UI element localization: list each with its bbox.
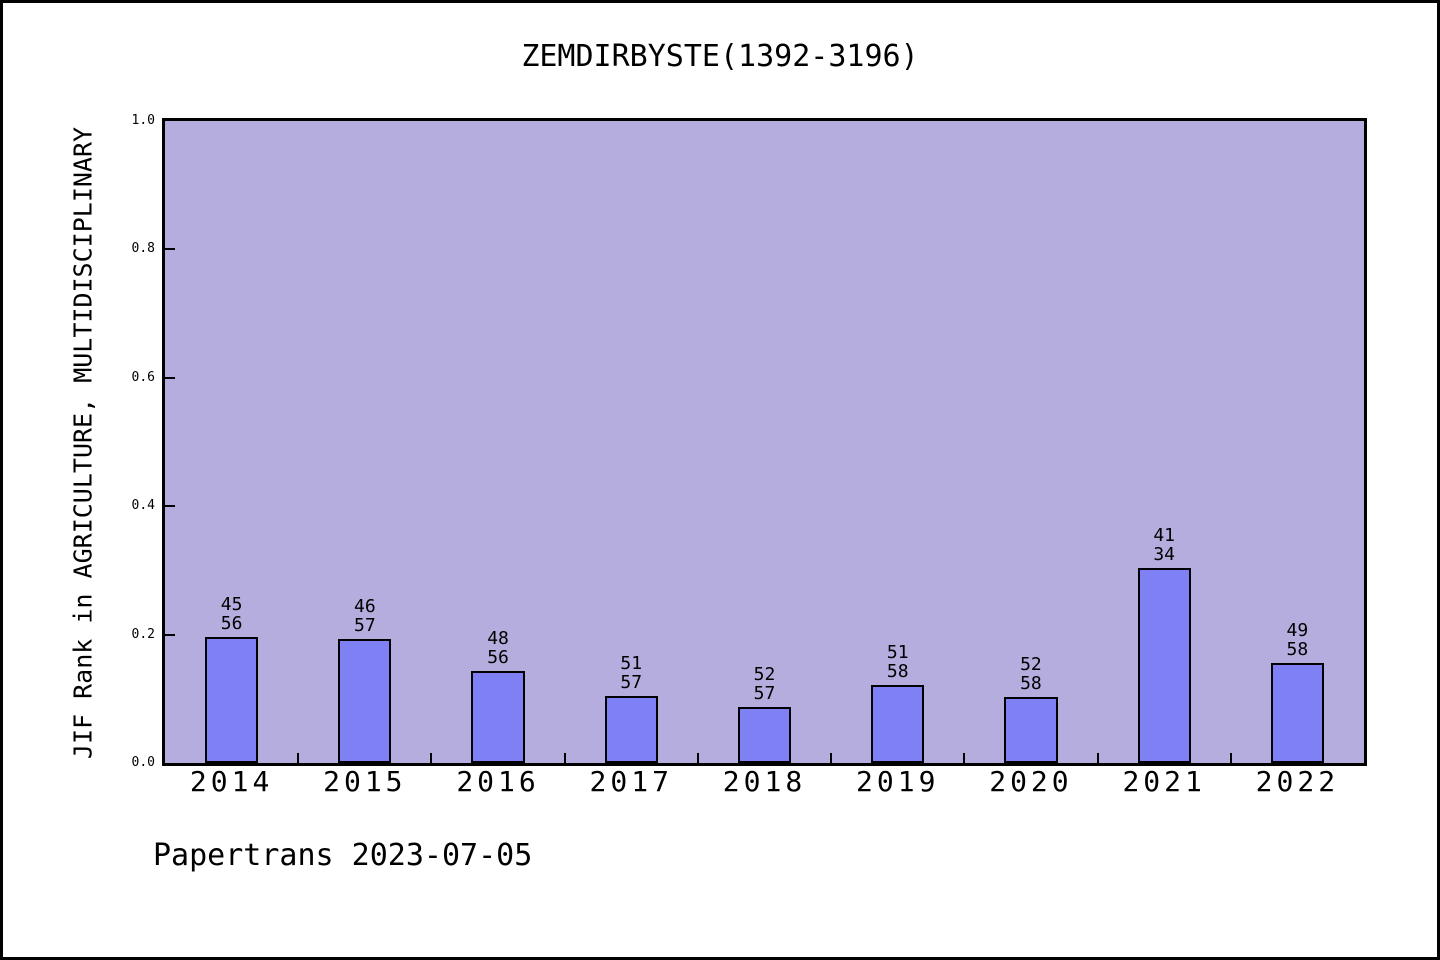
bar-value-line: 51 (886, 642, 909, 663)
y-tick-label-0.2: 0.2 (131, 626, 155, 642)
chart-title: ZEMDIRBYSTE(1392-3196) (521, 39, 919, 74)
bar-value-label-2016: 48 56 (431, 629, 564, 667)
plot-area: 45 56 46 57 48 56 51 57 52 57 51 58 52 58 41 34 49 58 (162, 118, 1367, 766)
bar-2018 (737, 707, 792, 763)
bar-value-label-2014: 45 56 (165, 595, 298, 633)
x-tick-label-2020: 2020 (989, 765, 1073, 798)
bar-value-line: 34 (1153, 544, 1175, 565)
y-tick-label-0.4: 0.4 (131, 498, 155, 514)
bar-2014 (204, 637, 259, 763)
bar-value-label-2015: 46 57 (298, 597, 431, 635)
x-tick-label-2021: 2021 (1122, 765, 1206, 798)
bar-value-line: 52 (753, 664, 776, 685)
bar-value-label-2021: 41 34 (1098, 526, 1231, 564)
x-axis-tick-mark (1096, 753, 1099, 763)
x-tick-label-2019: 2019 (856, 765, 940, 798)
bar-value-line: 52 (1020, 654, 1042, 675)
bar-2016 (471, 671, 525, 763)
bar-value-line: 57 (353, 615, 376, 636)
bar-value-line: 58 (1286, 639, 1309, 660)
bar-2020 (1004, 697, 1058, 763)
bar-value-line: 57 (620, 672, 643, 693)
bar-2019 (871, 685, 925, 763)
x-axis-tick-mark (830, 753, 833, 763)
bar-2021 (1137, 568, 1191, 763)
y-axis-tick-mark (165, 505, 175, 508)
x-tick-label-2017: 2017 (589, 765, 673, 798)
bar-value-line: 56 (220, 613, 243, 634)
y-tick-label-0.8: 0.8 (131, 241, 155, 257)
bar-value-label-2022: 49 58 (1231, 621, 1364, 659)
bar-2015 (338, 639, 392, 763)
x-tick-label-2018: 2018 (722, 765, 807, 798)
y-axis-tick-mark (165, 376, 175, 379)
x-axis-tick-mark (1229, 753, 1232, 763)
x-tick-label-2014: 2014 (189, 765, 274, 798)
x-axis-tick-mark (430, 753, 433, 763)
bar-value-line: 51 (620, 653, 643, 674)
bar-2022 (1270, 663, 1325, 763)
x-tick-label-2016: 2016 (456, 765, 540, 798)
bar-value-label-2017: 51 57 (565, 654, 698, 692)
x-axis-tick-mark (563, 753, 566, 763)
x-axis-tick-mark (963, 753, 966, 763)
y-tick-label-1.0: 1.0 (131, 113, 155, 128)
y-tick-label-0.6: 0.6 (131, 369, 155, 385)
x-tick-label-2022: 2022 (1255, 765, 1340, 798)
bar-value-line: 58 (1020, 673, 1042, 694)
y-axis-tick-mark (165, 633, 175, 636)
bar-value-line: 58 (886, 661, 909, 682)
x-tick-label-2015: 2015 (323, 765, 407, 798)
bar-value-label-2019: 51 58 (831, 643, 964, 681)
x-axis-tick-mark (696, 753, 699, 763)
bar-value-line: 48 (487, 628, 509, 649)
bar-value-line: 49 (1286, 620, 1309, 641)
bar-value-line: 57 (753, 683, 776, 704)
bar-value-line: 45 (220, 594, 243, 615)
bar-value-label-2018: 52 57 (698, 665, 831, 703)
y-axis-tick-mark (165, 248, 175, 251)
bar-2017 (604, 696, 658, 763)
bar-value-line: 46 (353, 596, 376, 617)
bar-value-line: 56 (487, 647, 509, 668)
bar-value-label-2020: 52 58 (964, 655, 1097, 693)
x-axis-tick-mark (297, 753, 300, 763)
y-axis-label: JIF Rank in AGRICULTURE, MULTIDISCIPLINA… (68, 126, 98, 760)
y-tick-label-0.0: 0.0 (131, 755, 155, 770)
footer-watermark: Papertrans 2023-07-05 (153, 838, 533, 873)
bar-value-line: 41 (1153, 525, 1175, 546)
